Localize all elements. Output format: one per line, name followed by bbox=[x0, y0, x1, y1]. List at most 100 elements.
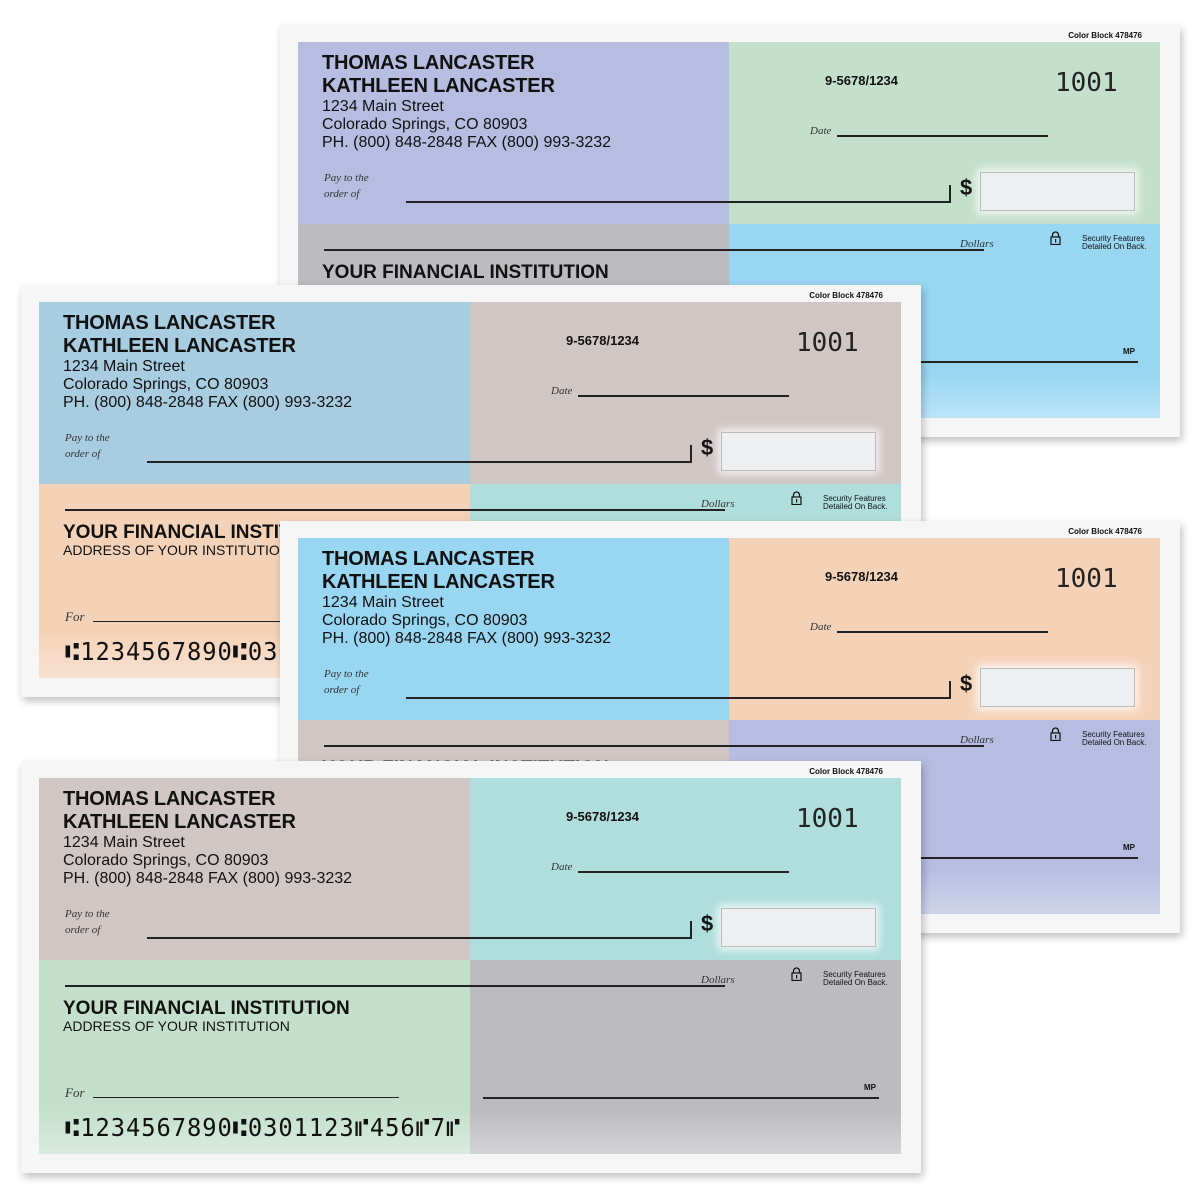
address-line: Colorado Springs, CO 80903 bbox=[322, 116, 528, 133]
security-line: Detailed On Back. bbox=[823, 978, 888, 987]
date-label: Date bbox=[551, 861, 573, 873]
color-block-top-left bbox=[298, 538, 729, 720]
bank-name: YOUR FINANCIAL INSTITUTION bbox=[63, 998, 350, 1019]
bank-address: ADDRESS OF YOUR INSTITUTION bbox=[63, 1018, 290, 1034]
dollars-label: Dollars bbox=[701, 498, 735, 510]
security-line: Detailed On Back. bbox=[1082, 738, 1147, 747]
memo-line bbox=[93, 621, 399, 622]
address-line: Colorado Springs, CO 80903 bbox=[322, 612, 528, 629]
account-holder-name: KATHLEEN LANCASTER bbox=[63, 335, 296, 357]
security-features-note: Security Features Detailed On Back. bbox=[1082, 235, 1146, 251]
payee-line-end bbox=[690, 921, 692, 938]
payee-line-end bbox=[690, 445, 692, 462]
payee-line bbox=[406, 201, 951, 203]
micr-band bbox=[39, 1108, 901, 1154]
date-line bbox=[837, 135, 1048, 137]
dollars-line bbox=[65, 985, 725, 987]
dollars-label: Dollars bbox=[701, 974, 735, 986]
date-line bbox=[578, 871, 789, 873]
amount-box bbox=[980, 668, 1135, 707]
memo-label: For bbox=[65, 1085, 85, 1100]
mp-mark: MP bbox=[1123, 843, 1135, 852]
pay-to-label: order of bbox=[65, 924, 101, 936]
amount-box bbox=[721, 432, 876, 471]
pay-to-label: order of bbox=[324, 188, 360, 200]
lock-icon bbox=[1050, 727, 1061, 741]
security-line: Detailed On Back. bbox=[1082, 242, 1147, 251]
dollar-sign: $ bbox=[701, 911, 714, 936]
account-holder-name: THOMAS LANCASTER bbox=[322, 52, 535, 74]
security-features-note: Security Features Detailed On Back. bbox=[823, 971, 887, 987]
address-line: Colorado Springs, CO 80903 bbox=[63, 376, 269, 393]
phone-fax-line: PH. (800) 848-2848 FAX (800) 993-3232 bbox=[63, 870, 353, 887]
account-holder-name: THOMAS LANCASTER bbox=[63, 788, 276, 810]
phone-fax-line: PH. (800) 848-2848 FAX (800) 993-3232 bbox=[63, 394, 353, 411]
address-line: 1234 Main Street bbox=[322, 594, 444, 611]
security-line: Security Features bbox=[823, 494, 886, 503]
payee-line-end bbox=[949, 681, 951, 698]
color-block-bottom-right bbox=[470, 960, 901, 1154]
routing-fraction: 9-5678/1234 bbox=[566, 333, 640, 348]
date-label: Date bbox=[810, 621, 832, 633]
account-holder-name: KATHLEEN LANCASTER bbox=[63, 811, 296, 833]
signature-line bbox=[483, 1097, 879, 1099]
color-block-bottom-left bbox=[39, 960, 470, 1154]
phone-fax-line: PH. (800) 848-2848 FAX (800) 993-3232 bbox=[322, 630, 612, 647]
date-line bbox=[837, 631, 1048, 633]
account-holder-name: THOMAS LANCASTER bbox=[63, 312, 276, 334]
lock-icon bbox=[791, 491, 802, 505]
product-label: Color Block 478476 bbox=[1068, 31, 1142, 40]
amount-box bbox=[980, 172, 1135, 211]
pay-to-label: order of bbox=[65, 448, 101, 460]
color-block-top-left bbox=[39, 778, 470, 960]
account-holder-name: KATHLEEN LANCASTER bbox=[322, 75, 555, 97]
dollar-sign: $ bbox=[960, 175, 973, 200]
lock-icon bbox=[791, 967, 802, 981]
security-line: Detailed On Back. bbox=[823, 502, 888, 511]
account-holder-name: THOMAS LANCASTER bbox=[322, 548, 535, 570]
date-line bbox=[578, 395, 789, 397]
account-holder-name: KATHLEEN LANCASTER bbox=[322, 571, 555, 593]
bank-name: YOUR FINANCIAL INSTITUTION bbox=[322, 262, 609, 283]
address-line: Colorado Springs, CO 80903 bbox=[63, 852, 269, 869]
security-line: Security Features bbox=[1082, 234, 1145, 243]
bank-name: YOUR FINANCIAL INSTITUTION bbox=[63, 522, 350, 543]
color-block-top-left bbox=[39, 302, 470, 484]
address-line: 1234 Main Street bbox=[63, 358, 185, 375]
address-line: 1234 Main Street bbox=[322, 98, 444, 115]
check-number: 1001 bbox=[1055, 564, 1118, 594]
check-number: 1001 bbox=[796, 328, 859, 358]
payee-line bbox=[147, 937, 692, 939]
dollars-line bbox=[65, 509, 725, 511]
product-label: Color Block 478476 bbox=[809, 291, 883, 300]
payee-line bbox=[406, 697, 951, 699]
pay-to-label: Pay to the bbox=[324, 668, 369, 680]
routing-fraction: 9-5678/1234 bbox=[566, 809, 640, 824]
check: Color Block 478476 THOMAS LANCASTER KATH… bbox=[21, 761, 921, 1173]
check-number: 1001 bbox=[1055, 68, 1118, 98]
pay-to-label: order of bbox=[324, 684, 360, 696]
dollars-label: Dollars bbox=[960, 238, 994, 250]
check-number: 1001 bbox=[796, 804, 859, 834]
amount-box bbox=[721, 908, 876, 947]
dollars-line bbox=[324, 249, 984, 251]
dollars-line bbox=[324, 745, 984, 747]
date-label: Date bbox=[551, 385, 573, 397]
pay-to-label: Pay to the bbox=[324, 172, 369, 184]
payee-line-end bbox=[949, 185, 951, 202]
security-features-note: Security Features Detailed On Back. bbox=[1082, 731, 1146, 747]
product-label: Color Block 478476 bbox=[809, 767, 883, 776]
dollars-label: Dollars bbox=[960, 734, 994, 746]
bank-address: ADDRESS OF YOUR INSTITUTION bbox=[63, 542, 290, 558]
pay-to-label: Pay to the bbox=[65, 908, 110, 920]
dollar-sign: $ bbox=[960, 671, 973, 696]
routing-fraction: 9-5678/1234 bbox=[825, 569, 899, 584]
memo-label: For bbox=[65, 609, 85, 624]
micr-line: ⑆1234567890⑆0301123⑈456⑈7⑈ bbox=[65, 1113, 462, 1142]
signature-line bbox=[742, 857, 1138, 859]
security-features-note: Security Features Detailed On Back. bbox=[823, 495, 887, 511]
dollar-sign: $ bbox=[701, 435, 714, 460]
lock-icon bbox=[1050, 231, 1061, 245]
address-line: 1234 Main Street bbox=[63, 834, 185, 851]
routing-fraction: 9-5678/1234 bbox=[825, 73, 899, 88]
